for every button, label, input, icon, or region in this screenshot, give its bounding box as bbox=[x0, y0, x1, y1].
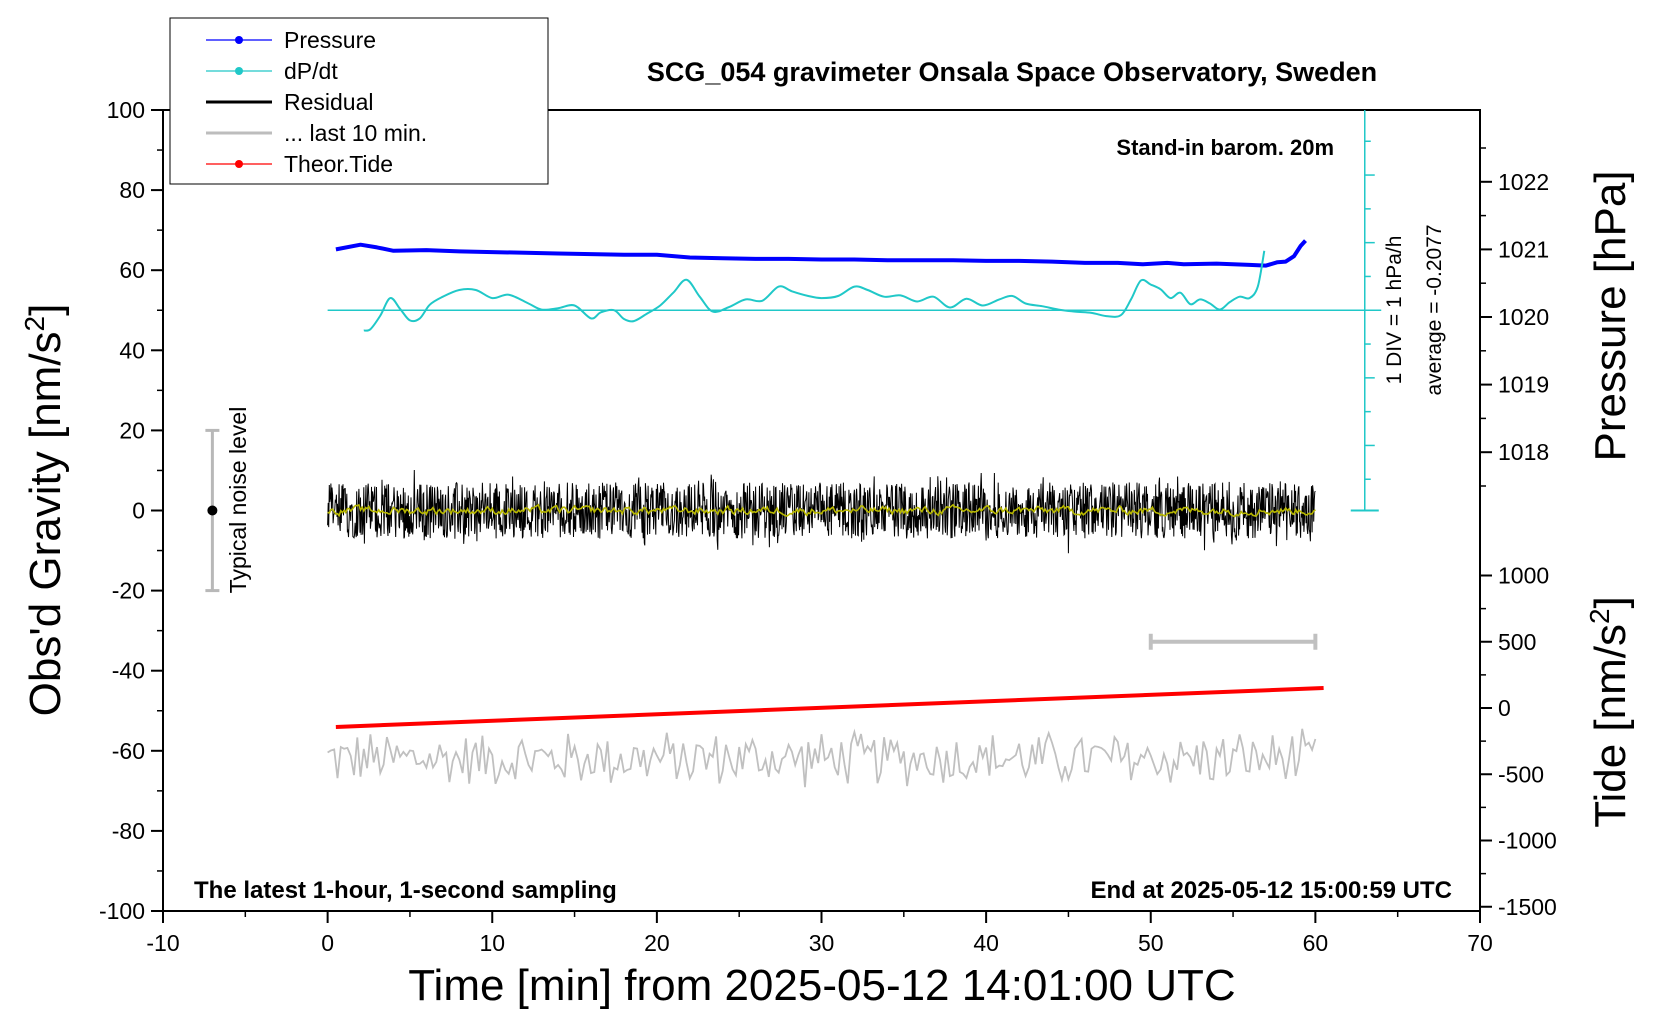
y-tick-label: 100 bbox=[107, 97, 145, 123]
theor-tide-line bbox=[335, 685, 1324, 729]
y-tick-label: -100 bbox=[99, 898, 145, 924]
legend-label: dP/dt bbox=[284, 58, 338, 84]
sampling-note: The latest 1-hour, 1-second sampling bbox=[194, 877, 617, 904]
y-axis-pressure-title: Pressure [hPa] bbox=[1586, 170, 1635, 461]
last-10-min-line bbox=[327, 728, 1317, 788]
residual-line bbox=[327, 469, 1316, 554]
last-10-min-range-bar bbox=[1148, 633, 1318, 650]
legend-marker bbox=[235, 160, 243, 168]
x-tick-label: 20 bbox=[644, 930, 670, 956]
y-tick-label: 0 bbox=[132, 498, 145, 524]
pressure-tick-label: 1021 bbox=[1498, 236, 1549, 262]
stand-in-barometer-note: Stand-in barom. 20m bbox=[1116, 135, 1334, 160]
noise-label: Typical noise level bbox=[225, 407, 251, 594]
x-tick-label: 30 bbox=[809, 930, 835, 956]
pressure-tick-label: 1020 bbox=[1498, 304, 1549, 330]
x-tick-label: 10 bbox=[479, 930, 505, 956]
end-time-note: End at 2025-05-12 15:00:59 UTC bbox=[1091, 877, 1453, 904]
y-tick-label: -60 bbox=[112, 738, 145, 764]
chart-title: SCG_054 gravimeter Onsala Space Observat… bbox=[647, 57, 1377, 87]
residual-smoothed-line bbox=[327, 503, 1316, 518]
tide-tick-label: 0 bbox=[1498, 695, 1511, 721]
tide-tick-label: 1000 bbox=[1498, 563, 1549, 589]
typical-noise-bar bbox=[205, 428, 220, 593]
legend-marker bbox=[235, 67, 243, 75]
pressure-line bbox=[335, 239, 1307, 268]
legend-label: ... last 10 min. bbox=[284, 120, 427, 146]
pressure-tick-label: 1022 bbox=[1498, 169, 1549, 195]
y-tick-label: 20 bbox=[119, 417, 145, 443]
x-tick-label: 60 bbox=[1303, 930, 1329, 956]
legend-label: Theor.Tide bbox=[284, 151, 393, 177]
x-tick-label: 0 bbox=[321, 930, 334, 956]
dpdt-scale-label: 1 DIV = 1 hPa/h bbox=[1383, 236, 1406, 385]
y-axis-pressure: 1022 1021 1020 1019 1018 bbox=[1480, 147, 1549, 487]
noise-bar-center-dot bbox=[207, 505, 218, 516]
x-tick-label: 40 bbox=[973, 930, 999, 956]
y-axis-tide-title: Tide [nm/s2] bbox=[1584, 596, 1635, 828]
tide-tick-label: -1000 bbox=[1498, 828, 1557, 854]
y-axis-tide: 1000 500 0 -500 -1000 -1500 bbox=[1480, 563, 1557, 920]
x-tick-label: 70 bbox=[1467, 930, 1493, 956]
dpdt-line bbox=[363, 250, 1266, 332]
y-axis-left-title: Obs'd Gravity [nm/s2] bbox=[19, 304, 70, 717]
y-tick-label: -80 bbox=[112, 818, 145, 844]
tide-tick-label: 500 bbox=[1498, 629, 1536, 655]
series-layer bbox=[327, 239, 1324, 788]
y-tick-label: 40 bbox=[119, 337, 145, 363]
y-tick-label: -40 bbox=[112, 658, 145, 684]
x-tick-label: 50 bbox=[1138, 930, 1164, 956]
dpdt-average-label: average = -0.2077 bbox=[1423, 224, 1446, 395]
x-axis: -10 0 10 20 30 40 50 60 70 bbox=[146, 911, 1493, 956]
y-tick-label: -20 bbox=[112, 578, 145, 604]
legend-label: Pressure bbox=[284, 27, 376, 53]
y-tick-label: 60 bbox=[119, 257, 145, 283]
y-axis-gravity: 100 80 60 40 20 0 -20 -40 -60 -80 -100 bbox=[99, 97, 163, 924]
legend: Pressure dP/dt Residual ... last 10 min. The… bbox=[169, 17, 549, 185]
y-tick-label: 80 bbox=[119, 177, 145, 203]
dpdt-scale-ruler bbox=[327, 110, 1382, 512]
x-axis-title: Time [min] from 2025-05-12 14:01:00 UTC bbox=[408, 961, 1235, 1010]
pressure-tick-label: 1018 bbox=[1498, 439, 1549, 465]
legend-label: Residual bbox=[284, 89, 374, 115]
tide-tick-label: -1500 bbox=[1498, 894, 1557, 920]
x-tick-label: -10 bbox=[146, 930, 179, 956]
tide-tick-label: -500 bbox=[1498, 761, 1544, 787]
pressure-tick-label: 1019 bbox=[1498, 372, 1549, 398]
legend-marker bbox=[235, 36, 243, 44]
